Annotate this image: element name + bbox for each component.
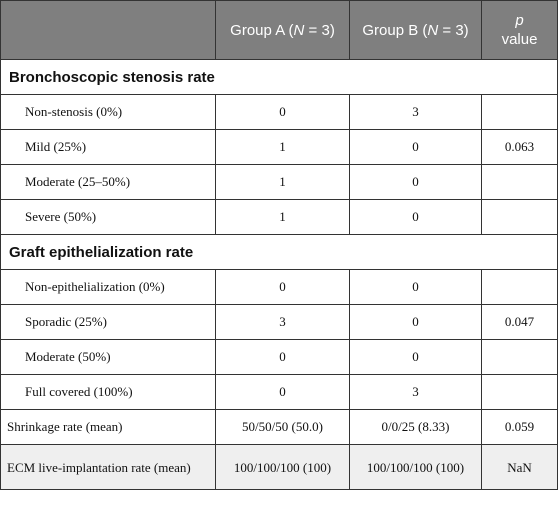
group-a-value: 50/50/50 (50.0): [215, 409, 350, 445]
row-label: Full covered (100%): [0, 374, 216, 410]
table-row-shrinkage: Shrinkage rate (mean) 50/50/50 (50.0) 0/…: [0, 409, 558, 445]
section-row-stenosis: Bronchoscopic stenosis rate: [0, 59, 558, 95]
group-a-value: 100/100/100 (100): [215, 444, 350, 490]
p-value: [481, 269, 558, 305]
table-row: Sporadic (25%) 3 0 0.047: [0, 304, 558, 340]
p-value: [481, 199, 558, 235]
row-label: Non-stenosis (0%): [0, 94, 216, 130]
header-row: Group A (N = 3) Group B (N = 3) p value: [0, 0, 558, 60]
group-b-value: 0: [349, 304, 482, 340]
row-label: Moderate (50%): [0, 339, 216, 375]
p-value: [481, 374, 558, 410]
group-b-value: 100/100/100 (100): [349, 444, 482, 490]
p-value: 0.047: [481, 304, 558, 340]
group-b-value: 0: [349, 199, 482, 235]
group-b-value: 0: [349, 339, 482, 375]
group-a-value: 3: [215, 304, 350, 340]
table-row: Mild (25%) 1 0 0.063: [0, 129, 558, 165]
row-label: Shrinkage rate (mean): [0, 409, 216, 445]
group-a-value: 1: [215, 129, 350, 165]
p-value: [481, 94, 558, 130]
header-group-b: Group B (N = 3): [349, 0, 482, 60]
p-value: 0.059: [481, 409, 558, 445]
group-b-value: 0: [349, 164, 482, 200]
section-title: Bronchoscopic stenosis rate: [0, 59, 558, 95]
group-b-value: 0: [349, 129, 482, 165]
group-b-value: 3: [349, 374, 482, 410]
p-value: 0.063: [481, 129, 558, 165]
row-label: Sporadic (25%): [0, 304, 216, 340]
group-b-value: 0: [349, 269, 482, 305]
section-row-epithelialization: Graft epithelialization rate: [0, 234, 558, 270]
header-p-value: p value: [481, 0, 558, 60]
table-row: Non-stenosis (0%) 0 3: [0, 94, 558, 130]
p-value: [481, 339, 558, 375]
row-label: Mild (25%): [0, 129, 216, 165]
group-a-value: 1: [215, 164, 350, 200]
group-a-value: 0: [215, 94, 350, 130]
results-table: Group A (N = 3) Group B (N = 3) p value B…: [0, 0, 558, 490]
group-a-value: 0: [215, 269, 350, 305]
group-a-value: 0: [215, 339, 350, 375]
group-a-value: 0: [215, 374, 350, 410]
group-b-value: 0/0/25 (8.33): [349, 409, 482, 445]
table-row-ecm: ECM live-implantation rate (mean) 100/10…: [0, 444, 558, 490]
row-label: ECM live-implantation rate (mean): [0, 444, 216, 490]
row-label: Severe (50%): [0, 199, 216, 235]
section-title: Graft epithelialization rate: [0, 234, 558, 270]
table-row: Moderate (25–50%) 1 0: [0, 164, 558, 200]
group-a-value: 1: [215, 199, 350, 235]
row-label: Moderate (25–50%): [0, 164, 216, 200]
row-label: Non-epithelialization (0%): [0, 269, 216, 305]
table-row: Moderate (50%) 0 0: [0, 339, 558, 375]
group-b-value: 3: [349, 94, 482, 130]
table-row: Full covered (100%) 0 3: [0, 374, 558, 410]
p-value: [481, 164, 558, 200]
table-row: Non-epithelialization (0%) 0 0: [0, 269, 558, 305]
header-group-a: Group A (N = 3): [215, 0, 350, 60]
header-empty-cell: [0, 0, 216, 60]
p-value: NaN: [481, 444, 558, 490]
table-row: Severe (50%) 1 0: [0, 199, 558, 235]
